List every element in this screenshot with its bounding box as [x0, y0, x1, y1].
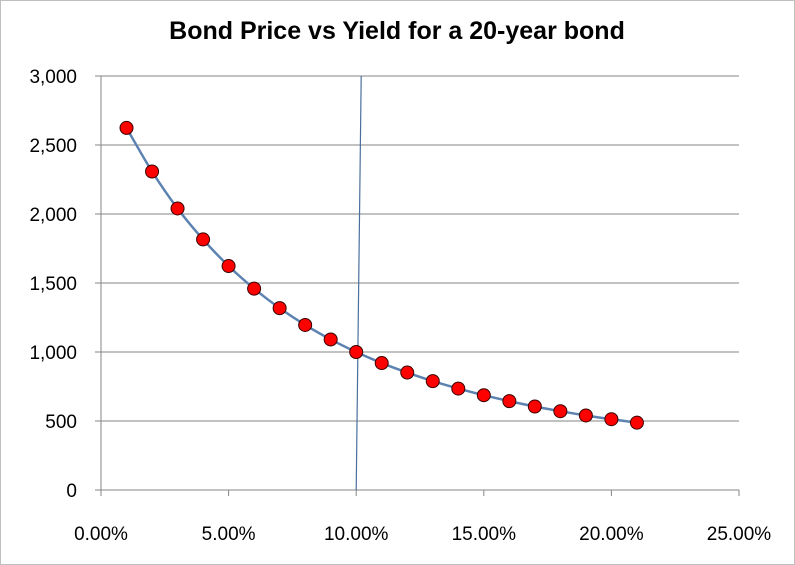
reference-line: [355, 75, 362, 491]
data-point: [349, 345, 364, 359]
data-point: [196, 232, 211, 247]
y-tick-label: 2,500: [29, 136, 77, 157]
x-tick-label: 15.00%: [452, 524, 517, 545]
data-point: [145, 164, 160, 179]
data-point: [553, 404, 568, 419]
data-point: [578, 408, 593, 423]
series-layer: [119, 120, 644, 430]
data-point: [272, 301, 287, 316]
y-tick-label: 500: [45, 412, 77, 433]
x-tick-label: 10.00%: [324, 524, 389, 545]
reference-line-layer: [355, 75, 362, 491]
data-point: [604, 412, 619, 427]
series-line: [125, 127, 638, 424]
y-tick-label: 2,000: [29, 205, 77, 226]
chart-title: Bond Price vs Yield for a 20-year bond: [169, 17, 625, 45]
data-point: [502, 394, 517, 409]
gridlines: [95, 75, 739, 422]
x-tick-label: 5.00%: [202, 524, 256, 545]
data-point: [247, 281, 262, 296]
data-point: [425, 374, 440, 389]
x-tick-labels: 0.00% 5.00% 10.00% 15.00% 20.00% 25.00%: [74, 524, 771, 545]
data-point: [298, 317, 313, 332]
x-tick-label: 20.00%: [579, 524, 644, 545]
x-tick-label: 25.00%: [707, 524, 772, 545]
y-tick-labels: 0 500 1,000 1,500 2,000 2,500 3,000: [29, 67, 77, 502]
data-point: [400, 365, 415, 380]
data-point: [323, 332, 338, 347]
x-tick-label: 0.00%: [74, 524, 128, 545]
data-point: [527, 399, 542, 414]
data-point: [476, 388, 491, 403]
data-point: [221, 259, 236, 274]
y-tick-label: 1,500: [29, 274, 77, 295]
data-point: [451, 381, 466, 396]
y-tick-label: 1,000: [29, 343, 77, 364]
data-point: [170, 201, 185, 216]
axes: [95, 76, 740, 496]
y-tick-label: 0: [66, 481, 77, 502]
data-point: [629, 415, 644, 430]
data-point: [374, 356, 389, 371]
y-tick-label: 3,000: [29, 67, 77, 88]
data-point: [119, 120, 134, 135]
